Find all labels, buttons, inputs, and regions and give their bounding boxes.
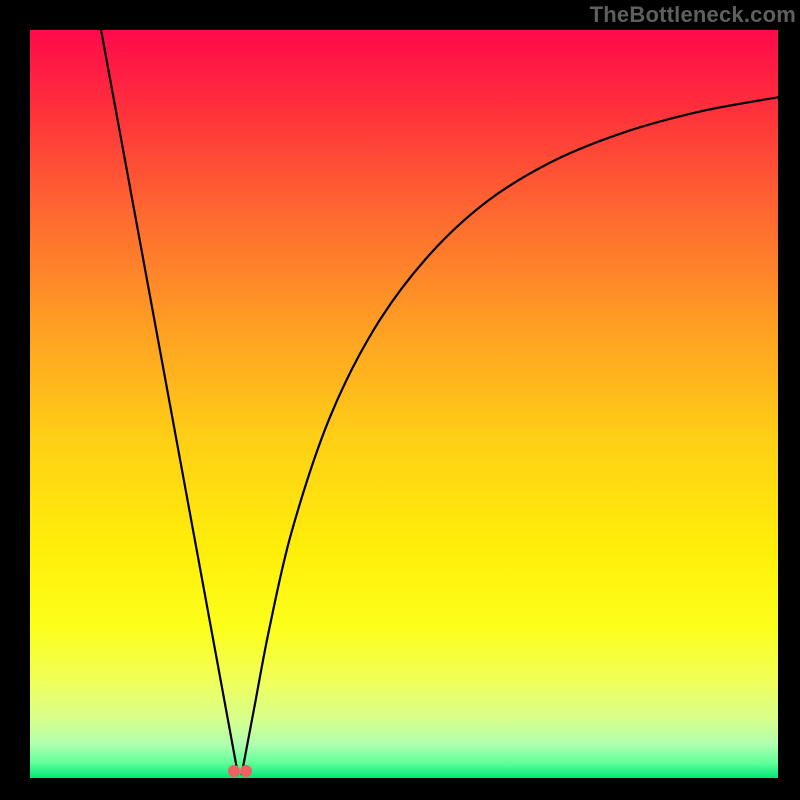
frame: TheBottleneck.com	[0, 0, 800, 800]
dip-marker-1	[240, 765, 252, 777]
curve-svg	[30, 30, 778, 778]
curve-right-branch	[242, 97, 778, 774]
curve-left-branch	[101, 30, 238, 774]
dip-marker-0	[228, 765, 240, 777]
attribution-text: TheBottleneck.com	[590, 2, 796, 28]
plot-area	[30, 30, 778, 778]
